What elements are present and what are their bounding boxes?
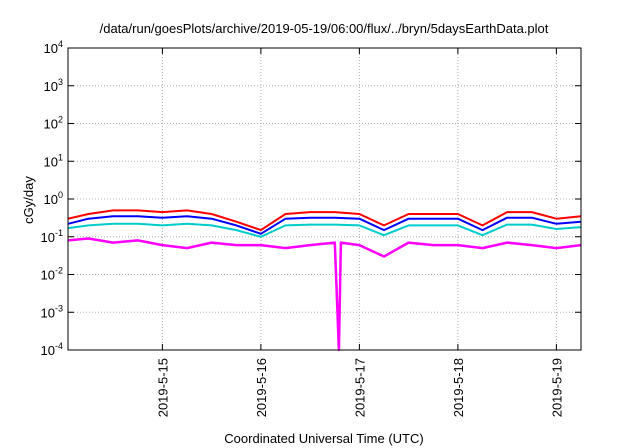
series-line-2 [67, 215, 582, 235]
x-tick-label: 2019-5-17 [352, 358, 367, 417]
x-tick-label: 2019-5-18 [451, 358, 466, 417]
x-tick-label: 2019-5-15 [155, 358, 170, 417]
y-tick-label: 10-1 [41, 228, 63, 245]
data-series [67, 209, 582, 352]
y-tick-label: 101 [44, 152, 63, 169]
y-axis-label: cGy/day [21, 176, 36, 224]
y-tick-label: 104 [44, 39, 63, 56]
x-tick-label: 2019-5-19 [549, 358, 564, 417]
grid-lines [68, 48, 581, 350]
x-axis-ticks: 2019-5-15 2019-5-16 2019-5-17 2019-5-18 2019… [155, 48, 564, 417]
y-tick-label: 10-4 [41, 341, 63, 358]
y-tick-label: 10-3 [41, 303, 63, 320]
series-line-4 [67, 237, 582, 352]
y-tick-label: 102 [44, 115, 63, 132]
y-tick-label: 100 [44, 190, 63, 207]
plot-frame [67, 47, 582, 351]
x-axis-label: Coordinated Universal Time (UTC) [224, 431, 423, 446]
chart-title: /data/run/goesPlots/archive/2019-05-19/0… [100, 21, 549, 36]
y-tick-label: 103 [44, 77, 63, 94]
y-axis-ticks: 10-4 10-3 10-2 10-1 100 101 102 103 104 [41, 39, 581, 358]
series-line-1 [67, 209, 582, 232]
x-tick-label: 2019-5-16 [254, 358, 269, 417]
y-tick-label: 10-2 [41, 266, 63, 283]
series-line-3 [67, 222, 582, 238]
